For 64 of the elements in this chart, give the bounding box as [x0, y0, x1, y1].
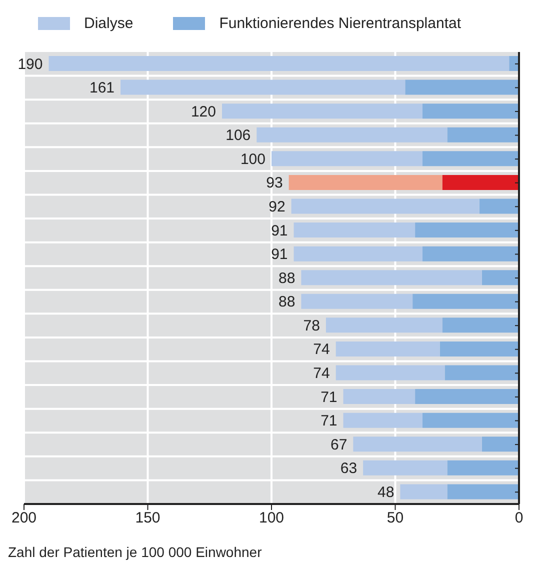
bar: [447, 127, 519, 142]
bar: [301, 294, 413, 309]
bar: [301, 270, 482, 286]
total-label: 88: [278, 270, 296, 287]
legend-label: Dialyse: [84, 14, 134, 32]
bar: [412, 294, 519, 309]
x-tick-label: 0: [514, 510, 524, 527]
bar: [415, 222, 519, 238]
total-label: 106: [226, 127, 251, 144]
bar: [422, 104, 519, 119]
bar: [326, 318, 442, 333]
total-label: 91: [271, 222, 288, 240]
total-label: 74: [313, 365, 330, 382]
bar: [447, 484, 519, 500]
total-label: 93: [266, 174, 283, 192]
x-axis-title: Zahl der Patienten je 100 000 Einwohner: [8, 543, 263, 560]
bar: [256, 127, 448, 142]
bar: [288, 174, 442, 190]
total-label: 91: [271, 246, 288, 264]
bar: [400, 484, 448, 500]
total-label: 190: [18, 56, 43, 73]
bar: [336, 365, 445, 380]
x-tick-label: 200: [11, 510, 37, 527]
bar: [422, 151, 519, 166]
bar: [294, 246, 422, 262]
bar: [422, 246, 519, 262]
bar: [343, 389, 416, 404]
total-label: 88: [278, 294, 296, 311]
bar: [294, 222, 416, 238]
bar: [222, 104, 422, 119]
total-label: 120: [190, 103, 216, 120]
bar: [440, 341, 519, 356]
bar: [272, 151, 422, 166]
total-label: 100: [240, 150, 266, 168]
bar: [343, 412, 422, 428]
bar: [405, 80, 519, 95]
bar: [447, 460, 519, 476]
total-label: 78: [303, 317, 320, 334]
bar: [482, 270, 519, 286]
bar: [363, 460, 448, 476]
total-label: 48: [378, 484, 394, 501]
total-label: 74: [313, 341, 330, 358]
bar: [336, 341, 440, 356]
total-label: 63: [340, 460, 358, 478]
x-tick-label: 50: [386, 510, 404, 527]
bar: [415, 389, 519, 404]
total-label: 67: [330, 436, 348, 454]
x-tick-label: 100: [258, 510, 284, 527]
total-label: 71: [320, 388, 338, 406]
bar: [479, 198, 519, 214]
total-label: 71: [320, 412, 338, 430]
bar: [48, 56, 510, 71]
bar: [482, 436, 519, 452]
bar: [442, 318, 519, 333]
bar: [444, 365, 519, 380]
x-tick-label: 150: [135, 510, 160, 527]
total-label: 161: [89, 80, 115, 97]
bar: [442, 174, 519, 190]
bar: [291, 198, 480, 214]
total-label: 92: [268, 198, 286, 216]
bar: [120, 80, 406, 95]
legend-label: Funktionierendes Nierentransplantat: [219, 14, 461, 32]
bar: [353, 436, 482, 452]
bar: [422, 412, 519, 428]
